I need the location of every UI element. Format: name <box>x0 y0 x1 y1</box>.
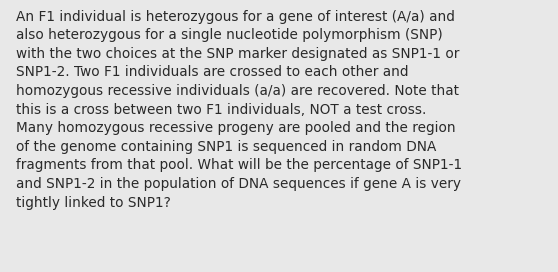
Text: An F1 individual is heterozygous for a gene of interest (A/a) and
also heterozyg: An F1 individual is heterozygous for a g… <box>16 10 462 210</box>
